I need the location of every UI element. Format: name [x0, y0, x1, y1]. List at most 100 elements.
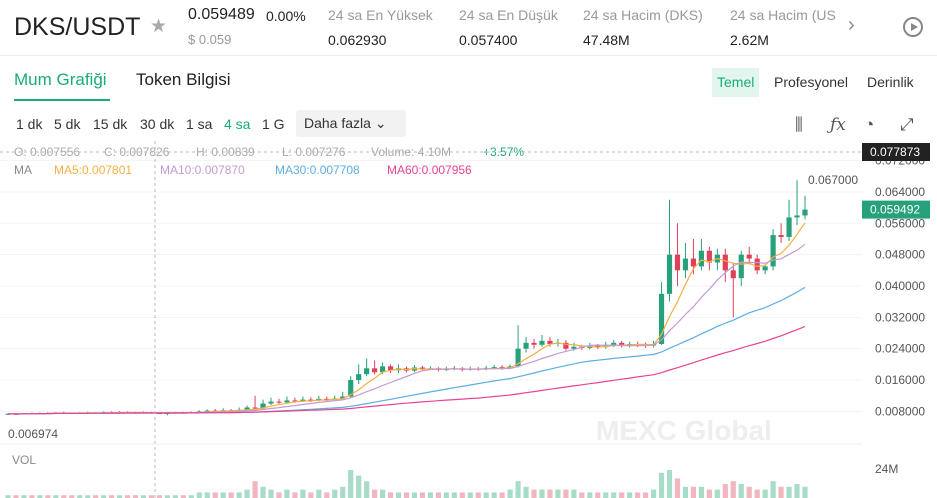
- volume-bar: [690, 486, 697, 498]
- candle-body: [348, 380, 354, 397]
- interval-5m[interactable]: 5 dk: [54, 116, 81, 132]
- candle-body: [523, 342, 529, 349]
- volume-bar: [674, 478, 681, 498]
- crosshair-price: 0.077873: [870, 145, 920, 159]
- volume-bar: [148, 495, 155, 498]
- interval-30m[interactable]: 30 dk: [140, 116, 175, 132]
- candle-body: [276, 401, 282, 403]
- candle-body: [531, 342, 537, 345]
- volume-bar: [579, 492, 585, 498]
- candle-body: [244, 407, 250, 410]
- volume-bar: [794, 484, 800, 498]
- volume-bar: [164, 495, 170, 498]
- y-tick-label: 0.040000: [875, 279, 925, 293]
- candle-body: [515, 348, 521, 367]
- volume-bar: [563, 489, 569, 498]
- interval-15m[interactable]: 15 dk: [93, 116, 128, 132]
- volume-bar: [411, 492, 418, 498]
- candle-body: [674, 254, 681, 271]
- volume-bar: [77, 495, 83, 498]
- candle-body: [802, 209, 808, 216]
- volume-bar: [124, 495, 131, 498]
- chevron-right-icon[interactable]: ›: [848, 14, 855, 36]
- fullscreen-icon[interactable]: ⤢: [900, 115, 914, 134]
- volume-bar: [252, 481, 258, 498]
- volume-bar: [308, 492, 314, 498]
- volume-bar: [499, 492, 505, 498]
- interval-1d[interactable]: 1 G: [262, 116, 285, 132]
- candle-body: [324, 398, 330, 400]
- volume-bar: [603, 492, 609, 498]
- volume-bar: [539, 489, 545, 498]
- legend-volume: Volume: 4.10M: [371, 145, 452, 159]
- view-basic-button[interactable]: Temel: [712, 68, 760, 97]
- volume-bar: [467, 492, 473, 498]
- settings-gauge-icon[interactable]: ◔: [864, 115, 875, 134]
- volume-bar: [682, 486, 689, 498]
- candle-body: [379, 366, 386, 373]
- volume-bar: [531, 489, 537, 498]
- volume-bar: [619, 492, 625, 498]
- volume-bar: [140, 495, 147, 498]
- candle-body: [292, 400, 298, 402]
- tab-token-info[interactable]: Token Bilgisi: [136, 70, 231, 89]
- volume-bar: [85, 495, 91, 498]
- volume-bar: [101, 495, 107, 498]
- last-price: 0.059489: [188, 6, 255, 23]
- volume-bar: [260, 486, 266, 498]
- candlestick-chart[interactable]: MEXC Global 0.0720000.0640000.0560000.04…: [0, 141, 937, 498]
- candle-body: [308, 399, 314, 401]
- indicator-icon[interactable]: ƒx: [830, 115, 846, 135]
- interval-1m[interactable]: 1 dk: [16, 116, 43, 132]
- volume-bar: [69, 495, 75, 498]
- candle-body: [738, 254, 744, 279]
- stat-high-label: 24 sa En Yüksek: [328, 7, 433, 23]
- more-intervals-dropdown[interactable]: Daha fazla ⌄: [296, 110, 406, 137]
- volume-bar: [61, 495, 67, 498]
- ma30-line: [7, 286, 806, 415]
- crosshair-price-tag: [862, 143, 930, 161]
- volume-bar: [13, 495, 19, 498]
- candle-body: [682, 258, 689, 271]
- candle-type-icon[interactable]: ⫼: [795, 115, 803, 134]
- interval-1h[interactable]: 1 sa: [186, 116, 213, 132]
- volume-bar: [483, 492, 489, 498]
- volume-bar: [698, 486, 704, 498]
- volume-bar: [427, 492, 434, 498]
- candle-body: [595, 345, 601, 348]
- play-icon[interactable]: [903, 17, 923, 37]
- volume-bar: [109, 495, 115, 498]
- view-depth-button[interactable]: Derinlik: [867, 74, 914, 90]
- volume-bar: [21, 495, 27, 498]
- usd-price: $ 0.059: [188, 32, 232, 47]
- tab-candle-chart[interactable]: Mum Grafiği: [14, 70, 107, 89]
- volume-bar: [348, 470, 354, 498]
- volume-bar: [754, 489, 760, 498]
- stat-high-value: 0.062930: [328, 32, 387, 48]
- volume-bar: [419, 492, 426, 498]
- interval-4h[interactable]: 4 sa: [224, 116, 251, 132]
- chevron-down-icon: ⌄: [374, 115, 387, 131]
- volume-bar: [324, 492, 330, 498]
- stat-low-label: 24 sa En Düşük: [459, 7, 558, 23]
- pair-name: DKS/USDT: [14, 13, 141, 41]
- vol-label: VOL: [12, 453, 36, 467]
- volume-bar: [204, 492, 210, 498]
- volume-bar: [595, 492, 601, 498]
- volume-bar: [268, 489, 274, 498]
- volume-bar: [802, 486, 808, 498]
- legend-close: C: 0.007826: [104, 145, 170, 159]
- volume-bar: [746, 486, 752, 498]
- candle-body: [563, 342, 569, 349]
- volume-bar: [650, 489, 657, 498]
- candle-body: [340, 396, 346, 399]
- candle-body: [419, 367, 426, 370]
- legend-high: H: 0.00839: [196, 145, 255, 159]
- volume-bar: [722, 484, 728, 498]
- volume-bar: [284, 489, 290, 498]
- ma60-line: [7, 325, 806, 415]
- candle-body: [754, 258, 760, 271]
- candle-body: [619, 342, 625, 346]
- star-icon[interactable]: ★: [150, 16, 168, 37]
- view-pro-button[interactable]: Profesyonel: [774, 74, 848, 90]
